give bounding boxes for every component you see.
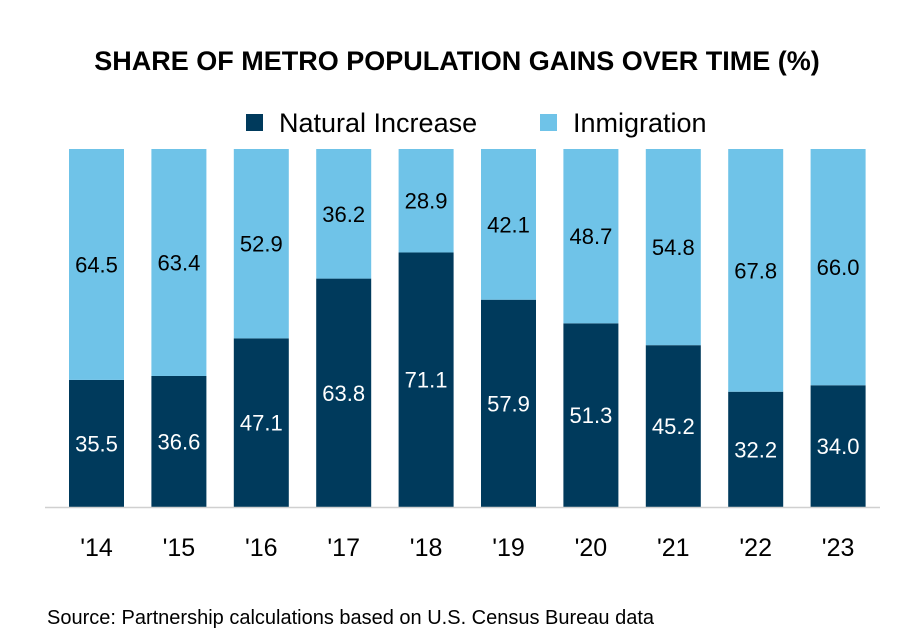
chart-title: SHARE OF METRO POPULATION GAINS OVER TIM… [94, 46, 820, 76]
data-label: 28.9 [405, 189, 448, 214]
data-label: 36.2 [322, 202, 365, 227]
data-label: 42.1 [487, 212, 530, 237]
x-tick-label: '19 [492, 534, 525, 562]
data-label: 66.0 [817, 255, 860, 280]
data-label: 57.9 [487, 391, 530, 416]
bar-natural-increase [810, 385, 866, 507]
bar-natural-increase [151, 375, 207, 507]
bars: 35.5 64.5 36.6 63.4 47.1 52.9 63.8 36.2 71.1 28.9… [69, 149, 866, 507]
data-label: 71.1 [405, 368, 448, 393]
data-label: 45.2 [652, 414, 695, 439]
x-tick-label: '22 [739, 534, 772, 562]
data-label: 36.6 [157, 429, 200, 454]
bar-natural-increase [728, 391, 784, 507]
bar-natural-increase [69, 379, 124, 507]
x-tick-label: '23 [822, 534, 855, 562]
x-tick-label: '14 [80, 534, 113, 562]
data-label: 35.5 [75, 431, 118, 456]
data-label: 64.5 [75, 252, 118, 277]
bar-inmigration [316, 149, 372, 279]
x-tick-label: '18 [410, 534, 443, 562]
bar-natural-increase [316, 278, 372, 507]
data-label: 48.7 [569, 224, 612, 249]
bar-inmigration [233, 149, 289, 339]
data-label: 32.2 [734, 437, 777, 462]
legend-label: Inmigration [573, 108, 707, 138]
x-tick-label: '20 [575, 534, 608, 562]
data-label: 52.9 [240, 232, 283, 257]
legend-label: Natural Increase [279, 108, 477, 138]
legend-swatch [246, 114, 263, 131]
legend-swatch [540, 114, 557, 131]
data-label: 34.0 [817, 434, 860, 459]
x-tick-label: '15 [163, 534, 196, 562]
data-label: 63.4 [157, 250, 200, 275]
x-tick-label: '21 [657, 534, 690, 562]
bar-natural-increase [563, 323, 619, 507]
bar-inmigration [481, 149, 536, 300]
bar-natural-increase [233, 338, 289, 507]
bar-inmigration [151, 149, 207, 376]
x-tick-label: '17 [327, 534, 360, 562]
bar-inmigration [810, 149, 866, 386]
x-tick-label: '16 [245, 534, 278, 562]
data-label: 67.8 [734, 258, 777, 283]
data-label: 63.8 [322, 381, 365, 406]
x-tick-labels: '14 '15 '16 '17 '18 '19 '20 '21 '22 '23 [80, 534, 854, 562]
bar-inmigration [398, 149, 454, 253]
legend: Natural Increase Inmigration [246, 108, 707, 138]
data-label: 47.1 [240, 411, 283, 436]
bar-natural-increase [481, 299, 536, 507]
bar-inmigration [728, 149, 784, 392]
data-label: 51.3 [569, 403, 612, 428]
bar-inmigration [645, 149, 701, 346]
data-label: 54.8 [652, 235, 695, 260]
source-note: Source: Partnership calculations based o… [47, 607, 655, 629]
bar-natural-increase [645, 345, 701, 507]
bar-inmigration [69, 149, 124, 380]
bar-natural-increase [398, 252, 454, 507]
bar-inmigration [563, 149, 619, 324]
